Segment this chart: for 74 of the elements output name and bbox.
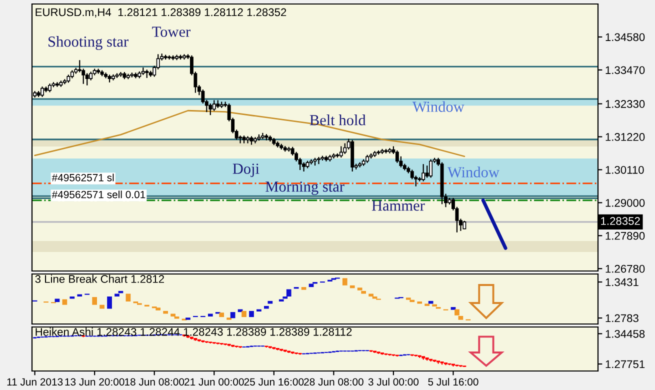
y-tick-label: 1.29000 [606, 198, 645, 207]
x-tick-label: 5 Jul 16:00 [428, 378, 478, 386]
bar [249, 310, 254, 318]
ref-line-label: #49562571 sell 0.01 [52, 190, 146, 198]
candlestick [238, 135, 242, 144]
y-tick-label: 1.3431 [606, 278, 638, 286]
bar [92, 297, 98, 305]
x-tick-label: 28 Jun 08:00 [304, 378, 364, 386]
candlestick [212, 100, 216, 112]
x-tick-label: 3 Jul 00:00 [368, 378, 419, 386]
y-tick-label: 1.27751 [606, 360, 645, 368]
bar [208, 314, 213, 316]
annotation: Morning star [266, 181, 344, 195]
bar [230, 312, 236, 318]
y-tick-label: 1.26780 [606, 264, 645, 273]
bar [286, 289, 292, 296]
bar [368, 294, 374, 296]
annotation: Shooting star [48, 36, 128, 50]
annotation: Tower [152, 26, 191, 37]
candlestick [317, 156, 320, 165]
bar [268, 300, 273, 304]
bar [301, 287, 306, 290]
candlestick [339, 146, 343, 158]
bar [361, 290, 366, 294]
bar [342, 278, 348, 286]
bar [156, 308, 161, 310]
y-tick-label: 1.34580 [606, 33, 645, 42]
bar [357, 288, 362, 290]
annotation: Window [447, 166, 500, 178]
ref-line-label: #49562571 sl [52, 174, 114, 182]
y-tick-label: 1.34458 [606, 330, 645, 338]
candlestick [208, 102, 212, 116]
chart-title: EURUSD.m,H4 1.28121 1.28389 1.28112 1.28352 [36, 8, 286, 18]
candlestick [343, 142, 347, 155]
annotation: Window [412, 101, 464, 112]
bar [54, 298, 60, 302]
bar [219, 312, 224, 318]
bar [410, 300, 415, 302]
ref-line-label: 1.28352 [601, 217, 640, 225]
bar [264, 306, 269, 309]
annotation: Doji [232, 164, 260, 177]
y-tick-label: 1.2783 [606, 314, 638, 322]
y-tick-label: 1.31220 [606, 133, 645, 141]
bar [62, 299, 68, 305]
bar [242, 310, 246, 318]
bar [126, 294, 131, 302]
x-tick-label: 25 Jun 16:00 [244, 378, 304, 386]
x-tick-label: 13 Jun 20:00 [65, 378, 124, 386]
x-tick-label: 18 Jun 08:00 [125, 378, 184, 386]
candlestick [40, 86, 44, 98]
candlestick [429, 158, 433, 178]
chart-title: Heiken Ashi 1.28243 1.28244 1.28243 1.28389 1.28389 1.28112 [36, 328, 352, 336]
candlestick [302, 162, 306, 172]
y-tick-label: 1.32330 [606, 100, 645, 108]
y-tick-label: 1.27890 [606, 232, 645, 240]
candlestick [422, 164, 426, 182]
candlestick [246, 136, 250, 144]
bar [308, 284, 314, 288]
bar [163, 310, 168, 314]
bar [114, 294, 120, 296]
bar [107, 296, 112, 309]
bar [350, 285, 355, 288]
bar [170, 314, 176, 316]
annotation: Belt hold [310, 114, 366, 126]
annotation: Hammer [372, 200, 425, 211]
x-tick-label: 21 Jun 00:00 [184, 378, 244, 386]
bar [450, 307, 456, 310]
candlestick [85, 72, 89, 86]
candlestick [395, 150, 399, 164]
x-tick-label: 11 Jun 2013 [7, 378, 63, 386]
chart-title: 3 Line Break Chart 1.2812 [35, 274, 164, 283]
y-tick-label: 1.33470 [606, 66, 645, 74]
bar [100, 304, 104, 309]
y-tick-label: 1.30110 [606, 166, 644, 174]
